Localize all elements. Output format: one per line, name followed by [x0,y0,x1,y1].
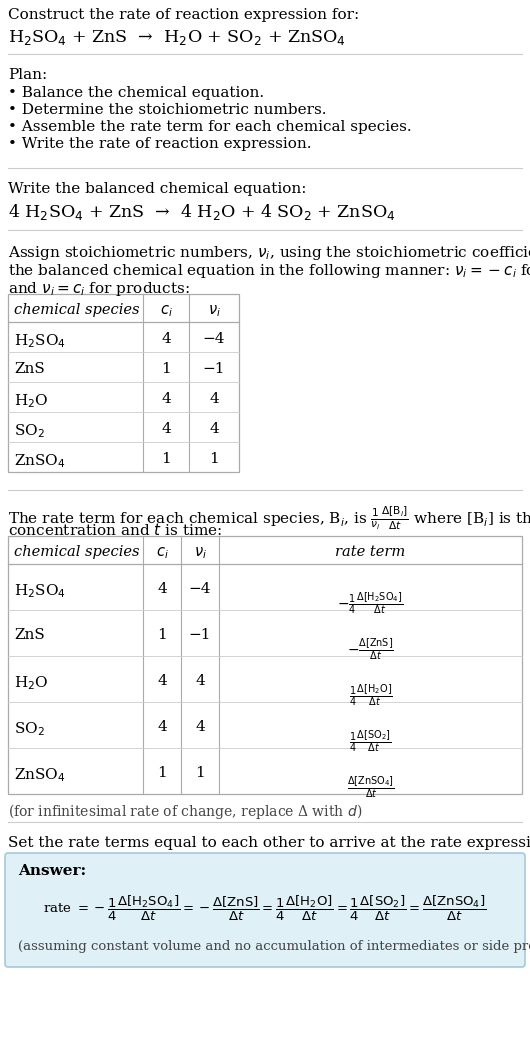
Text: 4: 4 [157,674,167,688]
Text: −4: −4 [203,332,225,346]
Text: SO$_2$: SO$_2$ [14,720,45,737]
Text: concentration and $t$ is time:: concentration and $t$ is time: [8,522,222,538]
Text: ZnS: ZnS [14,628,45,642]
Text: • Balance the chemical equation.: • Balance the chemical equation. [8,86,264,100]
Text: the balanced chemical equation in the following manner: $\nu_i = -c_i$ for react: the balanced chemical equation in the fo… [8,262,530,280]
Text: −1: −1 [203,362,225,376]
Text: • Assemble the rate term for each chemical species.: • Assemble the rate term for each chemic… [8,120,412,134]
Text: 4: 4 [195,674,205,688]
Text: 1: 1 [209,452,219,467]
Text: 1: 1 [157,766,167,780]
Text: • Write the rate of reaction expression.: • Write the rate of reaction expression. [8,137,312,151]
Text: −4: −4 [189,582,211,596]
Text: 4: 4 [209,392,219,406]
Text: rate term: rate term [335,545,405,559]
Text: $\frac{\Delta[\mathrm{ZnSO_4}]}{\Delta t}$: $\frac{\Delta[\mathrm{ZnSO_4}]}{\Delta t… [347,774,394,800]
Text: 4: 4 [161,392,171,406]
Text: SO$_2$: SO$_2$ [14,422,45,439]
Text: 4: 4 [195,720,205,734]
Text: Construct the rate of reaction expression for:: Construct the rate of reaction expressio… [8,8,359,22]
Text: 4: 4 [161,332,171,346]
Text: $\nu_i$: $\nu_i$ [193,545,207,561]
Text: H$_2$SO$_4$ + ZnS  →  H$_2$O + SO$_2$ + ZnSO$_4$: H$_2$SO$_4$ + ZnS → H$_2$O + SO$_2$ + Zn… [8,28,346,47]
FancyBboxPatch shape [5,852,525,967]
Text: • Determine the stoichiometric numbers.: • Determine the stoichiometric numbers. [8,103,326,117]
Text: $-\frac{\Delta[\mathrm{ZnS}]}{\Delta t}$: $-\frac{\Delta[\mathrm{ZnS}]}{\Delta t}$ [347,636,394,662]
Text: Answer:: Answer: [18,864,86,878]
Text: 1: 1 [195,766,205,780]
Text: 1: 1 [161,362,171,376]
Text: (for infinitesimal rate of change, replace Δ with $d$): (for infinitesimal rate of change, repla… [8,802,363,821]
Text: chemical species: chemical species [14,545,139,559]
Text: 1: 1 [161,452,171,467]
Text: 4: 4 [209,422,219,436]
Text: $\frac{1}{4}\frac{\Delta[\mathrm{SO_2}]}{\Delta t}$: $\frac{1}{4}\frac{\Delta[\mathrm{SO_2}]}… [349,728,392,754]
Text: H$_2$SO$_4$: H$_2$SO$_4$ [14,332,66,349]
Text: $c_i$: $c_i$ [156,545,169,561]
Text: Write the balanced chemical equation:: Write the balanced chemical equation: [8,182,306,196]
Text: $-\frac{1}{4}\frac{\Delta[\mathrm{H_2SO_4}]}{\Delta t}$: $-\frac{1}{4}\frac{\Delta[\mathrm{H_2SO_… [338,590,404,616]
Text: chemical species: chemical species [14,303,139,317]
Text: ZnSO$_4$: ZnSO$_4$ [14,452,66,470]
Text: 1: 1 [157,628,167,642]
Text: Set the rate terms equal to each other to arrive at the rate expression:: Set the rate terms equal to each other t… [8,836,530,850]
Text: 4: 4 [161,422,171,436]
Text: $\frac{1}{4}\frac{\Delta[\mathrm{H_2O}]}{\Delta t}$: $\frac{1}{4}\frac{\Delta[\mathrm{H_2O}]}… [349,682,392,708]
Text: H$_2$O: H$_2$O [14,392,48,410]
Text: H$_2$O: H$_2$O [14,674,48,691]
Text: rate $= -\dfrac{1}{4}\dfrac{\Delta[\mathrm{H_2SO_4}]}{\Delta t} = -\dfrac{\Delta: rate $= -\dfrac{1}{4}\dfrac{\Delta[\math… [43,893,487,923]
Bar [8,294,239,472]
Text: The rate term for each chemical species, B$_i$, is $\frac{1}{\nu_i}\frac{\Delta[: The rate term for each chemical species,… [8,504,530,531]
Text: 4: 4 [157,720,167,734]
Text: Assign stoichiometric numbers, $\nu_i$, using the stoichiometric coefficients, $: Assign stoichiometric numbers, $\nu_i$, … [8,244,530,262]
Text: and $\nu_i = c_i$ for products:: and $\nu_i = c_i$ for products: [8,280,190,298]
Text: H$_2$SO$_4$: H$_2$SO$_4$ [14,582,66,599]
Text: Plan:: Plan: [8,68,47,82]
Bar [8,536,522,794]
Text: ZnS: ZnS [14,362,45,376]
Text: $\nu_i$: $\nu_i$ [208,303,220,319]
Text: ZnSO$_4$: ZnSO$_4$ [14,766,66,783]
Text: $c_i$: $c_i$ [160,303,172,319]
Text: 4: 4 [157,582,167,596]
Text: (assuming constant volume and no accumulation of intermediates or side products): (assuming constant volume and no accumul… [18,940,530,953]
Text: −1: −1 [189,628,211,642]
Text: 4 H$_2$SO$_4$ + ZnS  →  4 H$_2$O + 4 SO$_2$ + ZnSO$_4$: 4 H$_2$SO$_4$ + ZnS → 4 H$_2$O + 4 SO$_2… [8,202,395,222]
